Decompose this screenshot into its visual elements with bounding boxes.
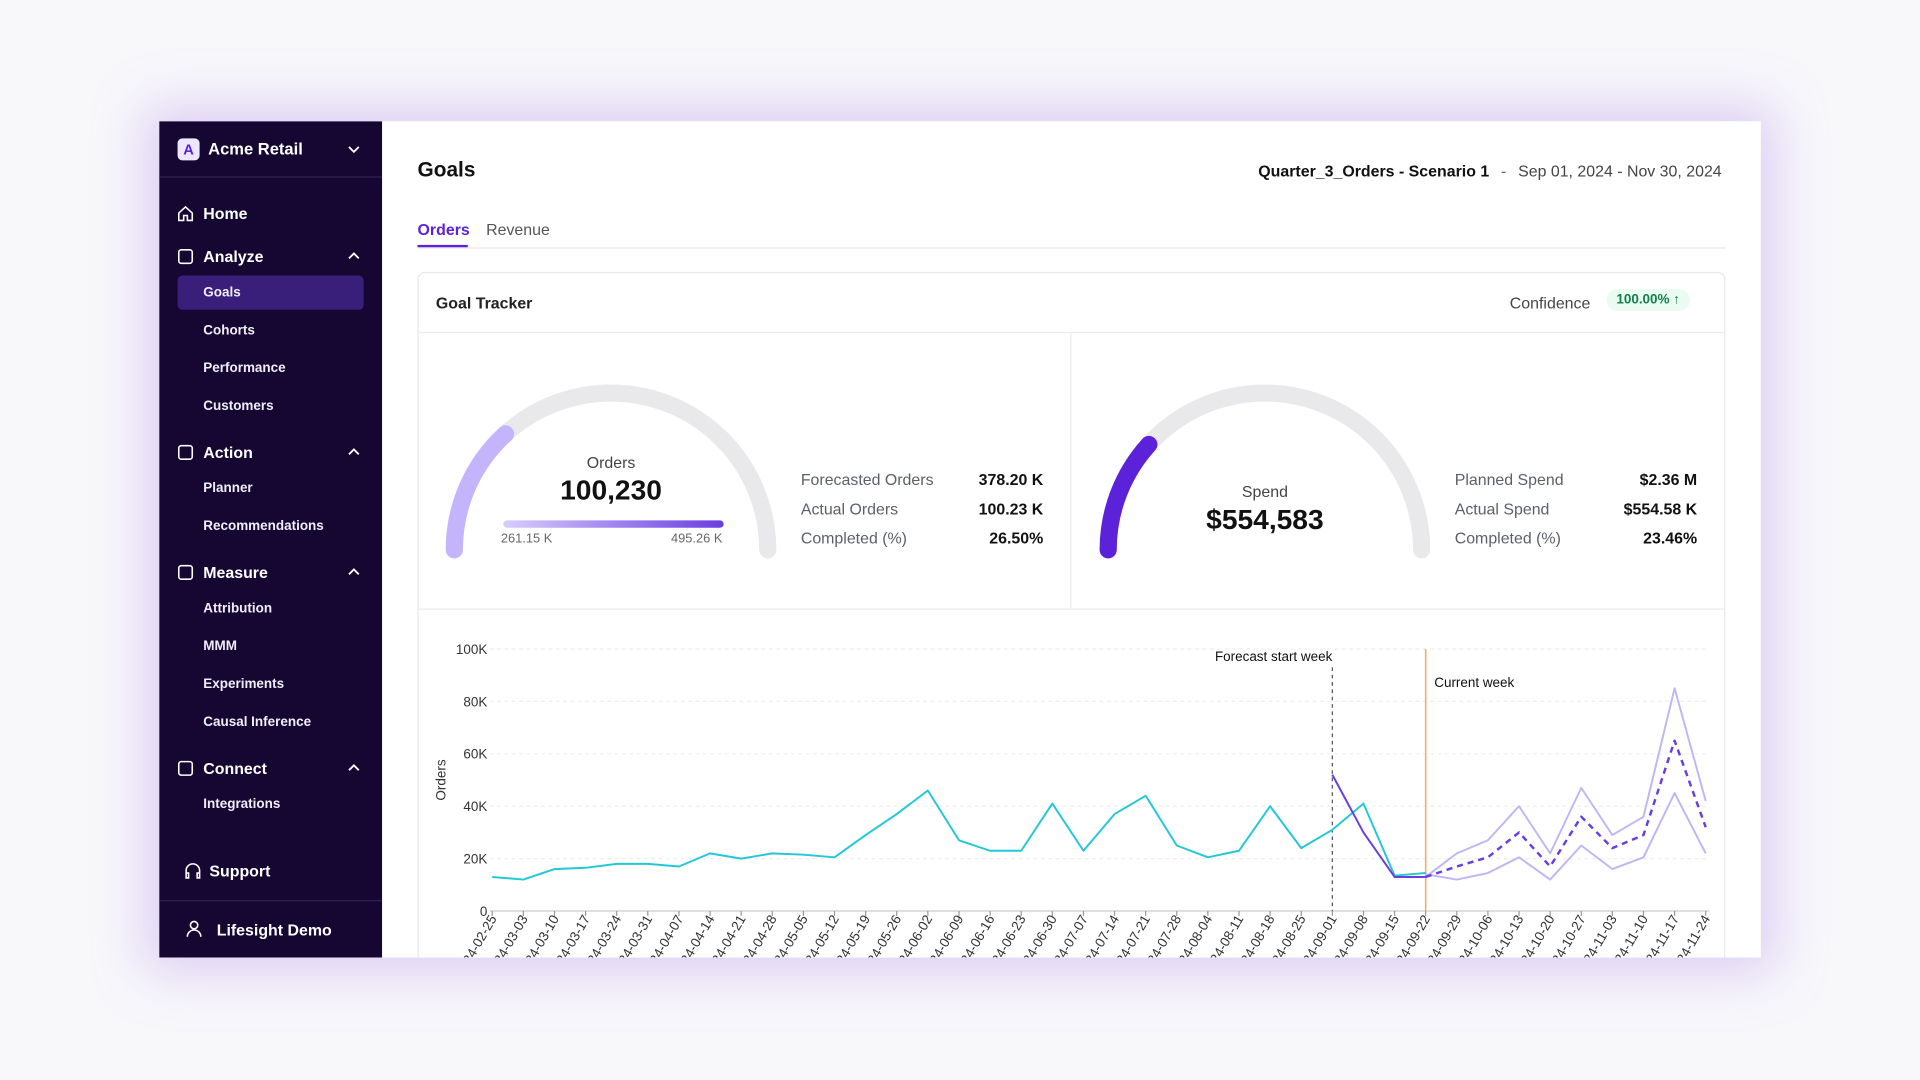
stat-label: Completed (%): [1454, 528, 1561, 548]
page-title: Goals: [417, 157, 476, 182]
y-tick-label: 80K: [463, 694, 487, 709]
icon: [177, 760, 194, 776]
series-line: [1425, 687, 1707, 878]
logo: A: [177, 138, 200, 161]
chevron: [348, 252, 360, 260]
stat-value: 100.23 K: [978, 499, 1044, 518]
nav-item[interactable]: Customers: [203, 399, 274, 414]
stat-value: 23.46%: [1643, 528, 1698, 548]
nav-item[interactable]: Attribution: [203, 601, 273, 616]
chevron: [348, 764, 360, 771]
stat-label: Actual Spend: [1454, 499, 1550, 518]
stat-label: Forecasted Orders: [800, 470, 934, 489]
gauge: [445, 384, 777, 559]
scenario: Quarter_3_Orders - Scenario 1 - Sep 01, …: [1258, 162, 1721, 180]
card-title: Goal Tracker: [435, 293, 533, 313]
nav-item[interactable]: Recommendations: [203, 519, 324, 534]
nav-group[interactable]: Connect: [203, 759, 267, 778]
series-line: [492, 789, 1426, 881]
nav-support[interactable]: Support: [209, 862, 271, 881]
chevron: [348, 146, 360, 154]
separator: [159, 900, 383, 902]
gauge-label: Orders: [586, 453, 636, 472]
confidence-value: 100.00%: [1616, 292, 1670, 308]
nav-item[interactable]: Causal Inference: [203, 715, 312, 730]
nav-group[interactable]: Action: [203, 443, 253, 462]
scenario-name: Quarter_3_Orders - Scenario 1: [1258, 161, 1490, 181]
rule: [1070, 333, 1072, 609]
nav-item[interactable]: Cohorts: [203, 323, 255, 338]
separator-text: -: [1500, 161, 1507, 181]
separator: [159, 176, 383, 178]
icon: [185, 863, 201, 879]
icon: [177, 205, 194, 222]
app-window: A Acme Retail Home Support Lifesight Dem…: [159, 121, 1761, 958]
workspace[interactable]: Acme Retail: [208, 139, 303, 158]
y-tick-label: 20K: [463, 852, 487, 867]
nav-item[interactable]: Planner: [203, 481, 253, 496]
stat-label: Actual Orders: [800, 499, 899, 518]
stat-value: 26.50%: [989, 528, 1044, 548]
gauge-fill: [445, 425, 515, 559]
date-range: Sep 01, 2024 - Nov 30, 2024: [1518, 161, 1722, 181]
tab[interactable]: Revenue: [486, 220, 550, 239]
series-line: [1331, 774, 1426, 878]
chevron: [348, 568, 360, 575]
y-tick-label: 40K: [463, 799, 487, 814]
icon: [177, 444, 194, 460]
confidence-label: Confidence: [1509, 293, 1591, 313]
stat-value: $2.36 M: [1639, 470, 1698, 489]
icon: [177, 564, 194, 580]
series-line: [1425, 792, 1707, 881]
rule: [418, 331, 1725, 334]
icon: [186, 920, 202, 937]
tab[interactable]: Orders: [417, 220, 470, 239]
nav-item[interactable]: Performance: [203, 361, 286, 376]
stat-label: Completed (%): [800, 528, 907, 548]
nav-item[interactable]: Integrations: [203, 797, 281, 812]
y-tick-label: 100K: [456, 642, 487, 657]
nav-item[interactable]: MMM: [203, 639, 237, 654]
gauge-fill: [1099, 435, 1158, 559]
range-bar: [503, 520, 724, 528]
nav-home[interactable]: Home: [203, 204, 248, 223]
series-line: [1425, 739, 1707, 879]
nav-group[interactable]: Analyze: [203, 247, 264, 266]
y-tick-label: 60K: [463, 747, 487, 762]
range-min: 261.15 K: [500, 531, 553, 547]
chart: 020K40K60K80K100KOrders2024-02-252024-03…: [434, 642, 1714, 958]
x-tick-label: 2024-02-25: [452, 912, 499, 957]
goal-tracker-card: [417, 271, 1726, 958]
tab-underline: [417, 244, 468, 248]
nav-active-bg: [177, 275, 364, 310]
y-axis-label: Orders: [434, 759, 449, 800]
chevron: [348, 448, 360, 455]
nav-item[interactable]: Experiments: [203, 677, 285, 692]
tab-rule: [417, 247, 1726, 249]
nav-item[interactable]: Goals: [203, 285, 241, 301]
nav-group[interactable]: Measure: [203, 563, 268, 582]
range-max: 495.26 K: [670, 531, 723, 547]
gauge-label: Spend: [1241, 482, 1288, 501]
gauge-value: $554,583: [1206, 503, 1324, 536]
stat-value: 378.20 K: [978, 470, 1044, 489]
stat-label: Planned Spend: [1454, 470, 1564, 489]
gauge-value: 100,230: [560, 473, 662, 506]
confidence-badge: 100.00% ↑: [1606, 288, 1690, 312]
y-tick-label: 0: [480, 904, 487, 919]
icon: [177, 249, 194, 265]
user[interactable]: Lifesight Demo: [216, 920, 332, 940]
stat-value: $554.58 K: [1623, 499, 1698, 518]
rule: [418, 608, 1725, 610]
annotation: Forecast start week: [1215, 649, 1333, 664]
sidebar: A Acme Retail Home Support Lifesight Dem…: [159, 121, 383, 958]
gauge: [1099, 384, 1431, 559]
annotation: Current week: [1434, 675, 1514, 690]
